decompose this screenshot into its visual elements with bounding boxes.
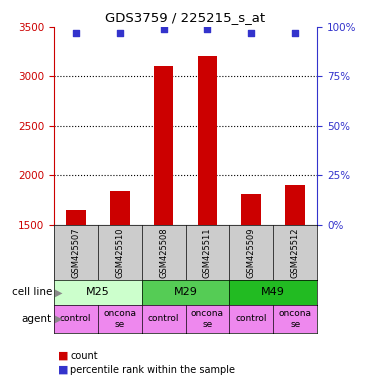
Point [249,30,255,36]
Text: control: control [60,314,92,323]
Text: ■: ■ [58,351,68,361]
Text: count: count [70,351,98,361]
Bar [110,191,129,225]
Text: agent: agent [22,314,52,324]
Text: oncona
se: oncona se [103,309,136,329]
Bar [154,66,173,225]
Bar [66,210,86,225]
Text: M25: M25 [86,287,109,298]
Point [292,30,298,36]
Text: M29: M29 [174,287,197,298]
Bar [242,194,261,225]
Text: control: control [148,314,179,323]
Bar [285,185,305,225]
Text: oncona
se: oncona se [279,309,312,329]
Text: cell line: cell line [12,287,52,298]
Text: M49: M49 [261,287,285,298]
Point [116,30,122,36]
Text: GSM425509: GSM425509 [247,227,256,278]
Bar [198,56,217,225]
Text: GSM425510: GSM425510 [115,227,124,278]
Text: percentile rank within the sample: percentile rank within the sample [70,365,236,375]
Title: GDS3759 / 225215_s_at: GDS3759 / 225215_s_at [105,11,266,24]
Text: GSM425507: GSM425507 [71,227,80,278]
Point [161,26,167,32]
Point [73,30,79,36]
Text: GSM425508: GSM425508 [159,227,168,278]
Text: GSM425512: GSM425512 [291,227,300,278]
Text: ▶: ▶ [55,287,62,298]
Text: control: control [236,314,267,323]
Text: ■: ■ [58,365,68,375]
Text: oncona
se: oncona se [191,309,224,329]
Text: GSM425511: GSM425511 [203,227,212,278]
Point [204,26,210,32]
Text: ▶: ▶ [55,314,62,324]
